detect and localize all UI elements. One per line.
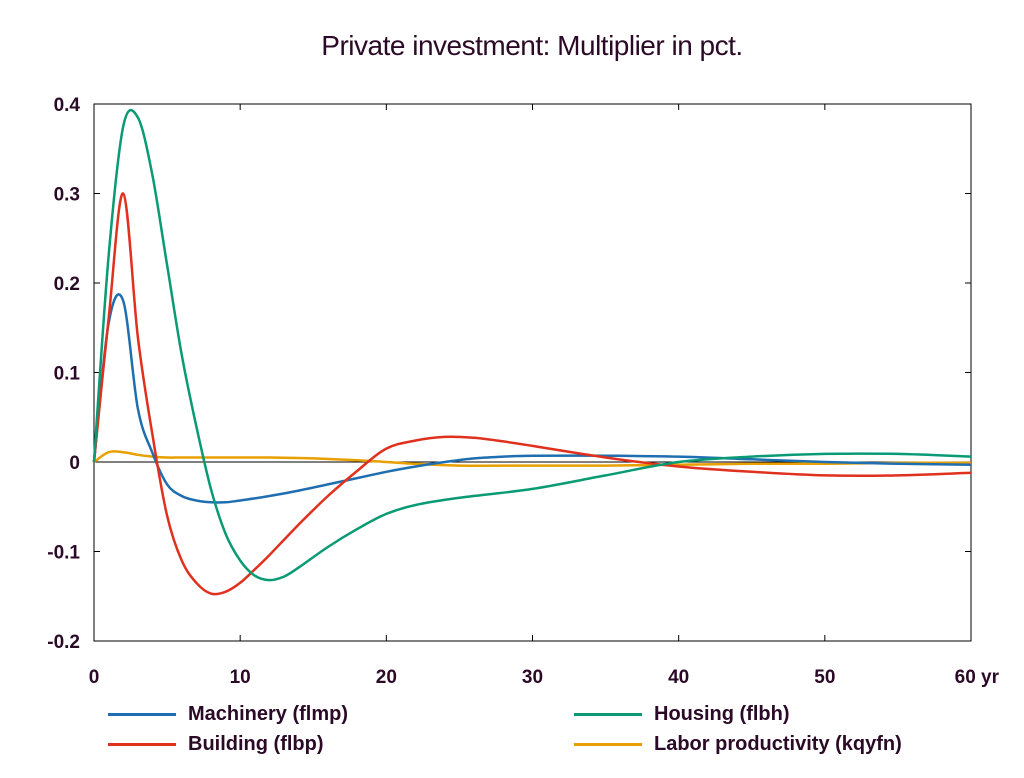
y-tick-label: 0 — [69, 453, 80, 474]
series-layer — [92, 108, 972, 596]
x-tick-label: 60 yr — [955, 667, 1000, 688]
series-line-building — [92, 192, 972, 596]
x-tick-label: 10 — [230, 667, 251, 688]
series-line-housing — [92, 108, 972, 582]
y-tick-label: 0.2 — [54, 274, 80, 295]
legend-label: Machinery (flmp) — [188, 703, 349, 725]
x-tick-label: 20 — [376, 667, 397, 688]
x-tick-label: 0 — [89, 667, 100, 688]
x-tick-label: 50 — [814, 667, 835, 688]
y-tick-label: 0.4 — [54, 95, 81, 116]
legend-label: Building (flbp) — [188, 733, 324, 755]
legend-label: Housing (flbh) — [654, 703, 790, 725]
plot-border — [93, 103, 972, 642]
x-tick-label: 40 — [668, 667, 689, 688]
y-tick-label: 0.3 — [54, 185, 80, 206]
chart-title: Private investment: Multiplier in pct. — [321, 30, 743, 61]
y-tick-label: 0.1 — [54, 364, 81, 385]
legend-swatch — [108, 713, 176, 716]
series-line-machinery — [92, 293, 972, 504]
tick-labels: -0.2 -0.1 0 0.1 0.2 0.3 0.4 0 10 20 30 40 50 60 yr — [47, 95, 999, 688]
y-tick-label: -0.2 — [47, 632, 80, 653]
legend-item-building: Building (flbp) — [108, 733, 324, 756]
axis-ticks — [93, 103, 972, 642]
plot-frame — [93, 103, 972, 642]
y-tick-label: -0.1 — [47, 543, 80, 564]
line-chart: -0.2 -0.1 0 0.1 0.2 0.3 0.4 0 10 20 30 40 50 60 yr — [47, 95, 999, 688]
series-line-labor-productivity — [93, 450, 972, 467]
legend-label: Labor productivity (kqyfn) — [654, 733, 902, 755]
x-tick-label: 30 — [522, 667, 543, 688]
legend-swatch — [574, 743, 642, 746]
legend-item-machinery: Machinery (flmp) — [108, 703, 348, 726]
legend-swatch — [108, 743, 176, 746]
legend-item-labor-productivity: Labor productivity (kqyfn) — [574, 733, 902, 756]
legend-swatch — [574, 713, 642, 716]
legend-item-housing: Housing (flbh) — [574, 703, 790, 726]
